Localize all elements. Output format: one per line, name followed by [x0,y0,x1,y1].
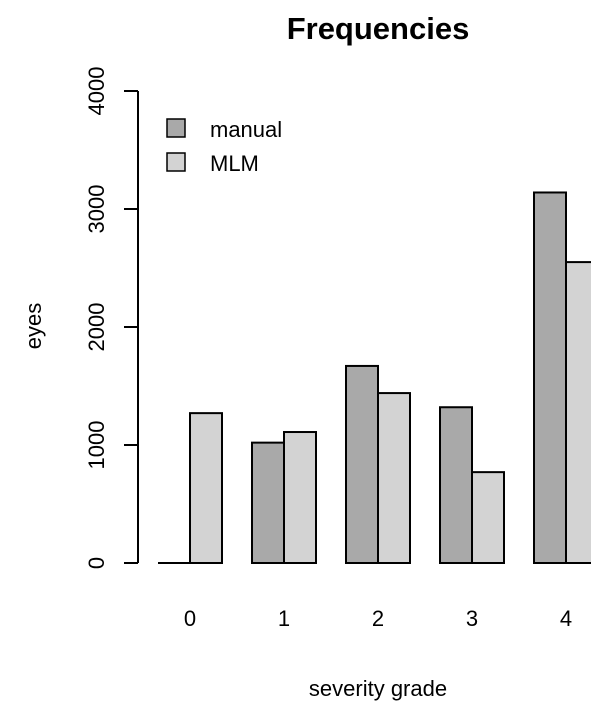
y-ticks: 0 1000 2000 3000 4000 [84,67,138,569]
x-tick-label: 0 [184,606,196,631]
bar-mlm-3 [471,471,505,565]
bar-mlm-4 [565,261,591,564]
y-tick-label: 0 [84,557,109,569]
chart-title: Frequencies [287,11,470,46]
y-tick-label: 1000 [84,421,109,470]
legend-label-manual: manual [210,117,282,142]
y-tick-label: 4000 [84,67,109,116]
bar-mlm-0 [189,412,223,565]
y-axis: 0 1000 2000 3000 4000 [84,67,139,569]
x-tick-label: 3 [466,606,478,631]
x-tick-label: 2 [372,606,384,631]
x-axis-label: severity grade [309,676,447,701]
bar-mlm-2 [377,392,411,564]
y-tick-label: 2000 [84,303,109,352]
x-ticks: 0 1 2 3 4 [184,606,572,631]
bar-manual-2 [345,364,379,564]
x-tick-label: 4 [560,606,572,631]
legend-item-manual: manual [166,117,282,142]
legend: manual MLM [166,117,282,176]
bar-manual-4 [533,191,567,564]
x-tick-label: 1 [278,606,290,631]
bar-manual-1 [251,441,285,565]
legend-item-mlm: MLM [166,151,259,176]
bar-manual-3 [439,406,473,564]
bars [158,191,591,565]
y-axis-label: eyes [21,303,46,349]
y-tick-label: 3000 [84,185,109,234]
legend-swatch-manual [166,118,186,138]
legend-label-mlm: MLM [210,151,259,176]
legend-swatch-mlm [166,152,186,172]
bar-mlm-1 [283,431,317,564]
